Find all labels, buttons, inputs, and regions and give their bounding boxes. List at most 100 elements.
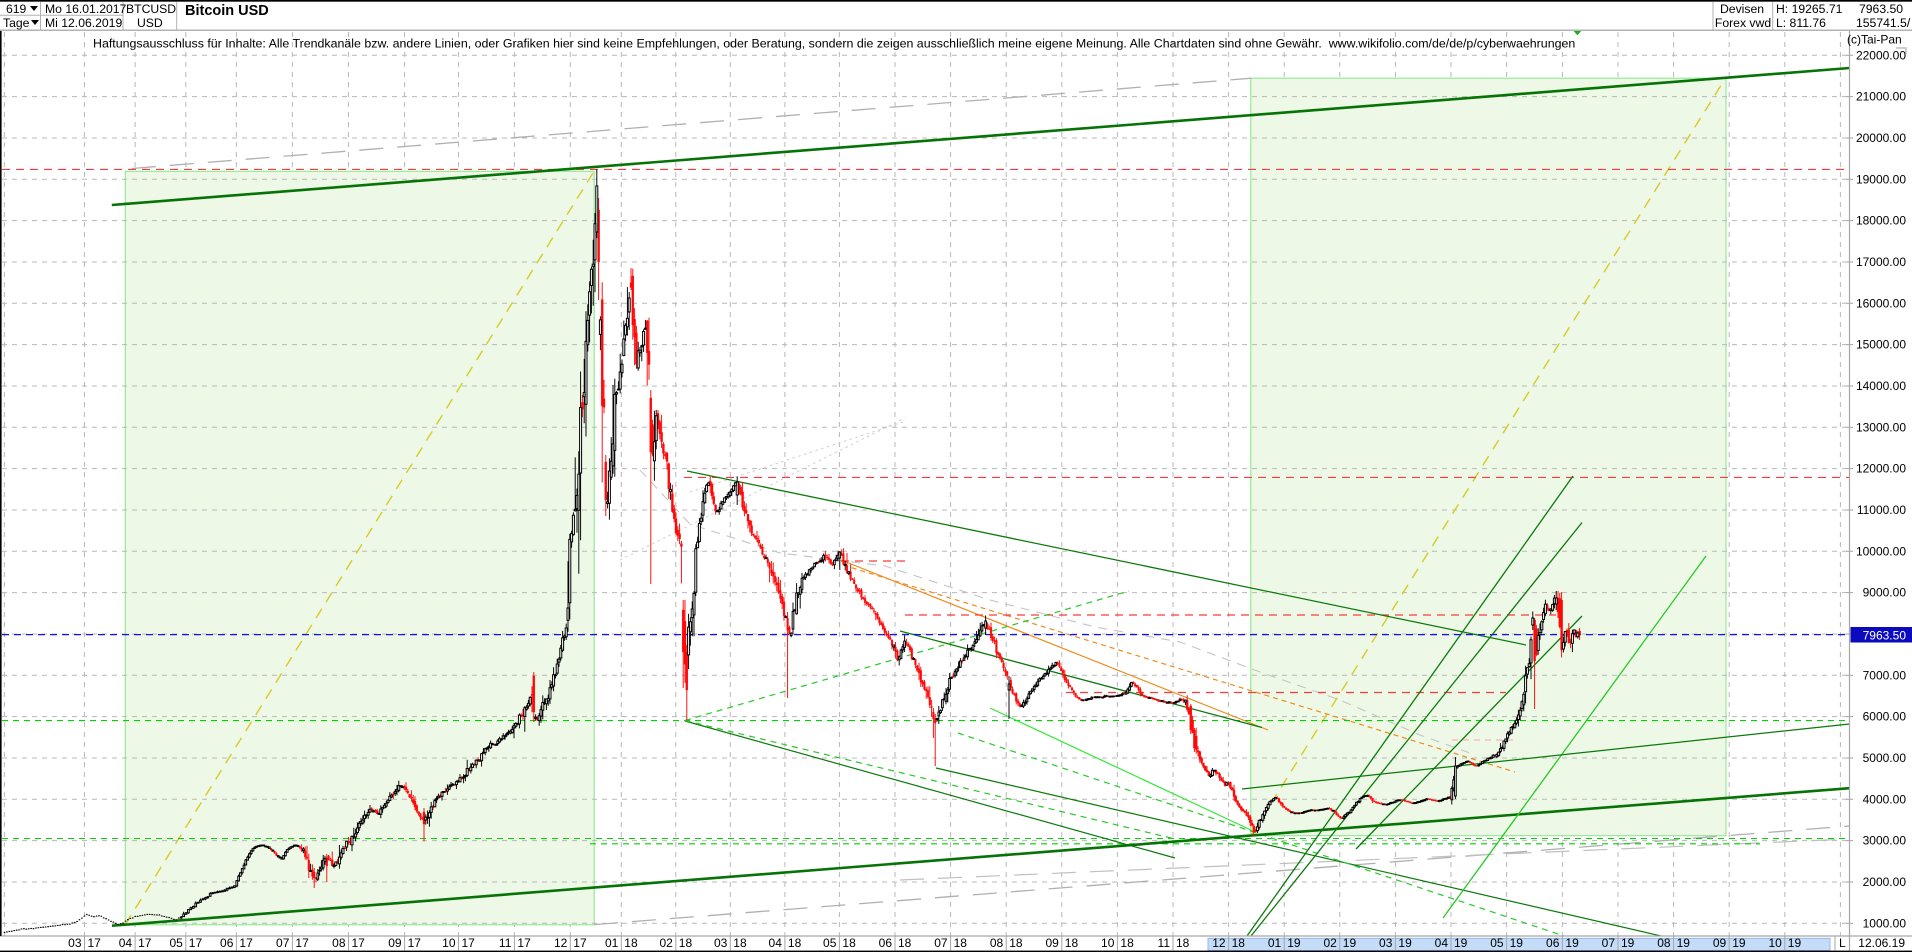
svg-text:06: 06 xyxy=(220,936,234,950)
svg-text:03: 03 xyxy=(1379,936,1393,950)
svg-text:19: 19 xyxy=(1510,936,1524,950)
svg-text:H: 19265.71: H: 19265.71 xyxy=(1776,2,1843,16)
svg-text:Mo 16.01.2017: Mo 16.01.2017 xyxy=(45,2,127,16)
svg-text:17: 17 xyxy=(462,936,476,950)
svg-text:Bitcoin USD: Bitcoin USD xyxy=(185,3,269,19)
svg-text:09: 09 xyxy=(1713,936,1727,950)
svg-text:07: 07 xyxy=(276,936,290,950)
svg-text:13000.00: 13000.00 xyxy=(1856,420,1906,434)
svg-text:BTCUSD: BTCUSD xyxy=(126,2,176,16)
svg-text:07: 07 xyxy=(934,936,948,950)
svg-text:(c)Tai-Pan: (c)Tai-Pan xyxy=(1847,33,1902,47)
svg-text:18000.00: 18000.00 xyxy=(1856,214,1906,228)
svg-text:17: 17 xyxy=(295,936,309,950)
svg-text:11: 11 xyxy=(1158,936,1171,950)
svg-text:7963.50: 7963.50 xyxy=(1859,2,1903,16)
svg-text:17: 17 xyxy=(138,936,152,950)
svg-text:01: 01 xyxy=(1268,936,1282,950)
svg-text:17: 17 xyxy=(239,936,253,950)
svg-text:19: 19 xyxy=(1287,936,1301,950)
svg-text:5000.00: 5000.00 xyxy=(1863,751,1907,765)
svg-text:Forex vwd: Forex vwd xyxy=(1715,16,1771,30)
svg-text:2000.00: 2000.00 xyxy=(1863,875,1907,889)
svg-text:19: 19 xyxy=(1343,936,1357,950)
svg-text:18: 18 xyxy=(1009,936,1023,950)
svg-text:19: 19 xyxy=(1621,936,1635,950)
svg-text:18: 18 xyxy=(624,936,638,950)
svg-text:16000.00: 16000.00 xyxy=(1856,296,1906,310)
svg-text:01: 01 xyxy=(605,936,619,950)
svg-text:Tage: Tage xyxy=(3,16,30,30)
svg-text:15000.00: 15000.00 xyxy=(1856,338,1906,352)
svg-text:18: 18 xyxy=(733,936,747,950)
svg-text:08: 08 xyxy=(990,936,1004,950)
svg-text:14000.00: 14000.00 xyxy=(1856,379,1906,393)
svg-text:19: 19 xyxy=(1565,936,1579,950)
svg-text:12: 12 xyxy=(1212,936,1226,950)
svg-text:03: 03 xyxy=(714,936,728,950)
svg-text:USD: USD xyxy=(137,16,163,30)
svg-text:9000.00: 9000.00 xyxy=(1863,586,1907,600)
svg-text:12000.00: 12000.00 xyxy=(1856,462,1906,476)
svg-text:21000.00: 21000.00 xyxy=(1856,90,1906,104)
svg-text:08: 08 xyxy=(332,936,346,950)
svg-text:04: 04 xyxy=(769,936,783,950)
svg-text:10000.00: 10000.00 xyxy=(1856,544,1906,558)
svg-text:04: 04 xyxy=(119,936,133,950)
svg-text:6000.00: 6000.00 xyxy=(1863,710,1907,724)
svg-text:07: 07 xyxy=(1602,936,1616,950)
svg-text:11: 11 xyxy=(499,936,512,950)
svg-text:22000.00: 22000.00 xyxy=(1856,48,1906,62)
svg-text:17: 17 xyxy=(573,936,587,950)
svg-text:18: 18 xyxy=(1232,936,1246,950)
svg-text:19: 19 xyxy=(1677,936,1691,950)
svg-text:17000.00: 17000.00 xyxy=(1856,255,1906,269)
svg-text:03: 03 xyxy=(68,936,82,950)
svg-text:17: 17 xyxy=(517,936,531,950)
svg-text:05: 05 xyxy=(823,936,837,950)
svg-text:19000.00: 19000.00 xyxy=(1856,172,1906,186)
svg-text:18: 18 xyxy=(1065,936,1079,950)
svg-text:10: 10 xyxy=(1101,936,1115,950)
svg-text:3000.00: 3000.00 xyxy=(1863,834,1907,848)
svg-text:06: 06 xyxy=(1546,936,1560,950)
svg-text:05: 05 xyxy=(169,936,183,950)
svg-text:4000.00: 4000.00 xyxy=(1863,792,1907,806)
svg-text:20000.00: 20000.00 xyxy=(1856,131,1906,145)
svg-text:11000.00: 11000.00 xyxy=(1857,503,1906,517)
svg-text:10: 10 xyxy=(1768,936,1782,950)
svg-text:18: 18 xyxy=(898,936,912,950)
svg-text:17: 17 xyxy=(88,936,102,950)
svg-text:09: 09 xyxy=(1045,936,1059,950)
svg-text:17: 17 xyxy=(352,936,366,950)
svg-text:L: L xyxy=(1839,936,1846,950)
svg-text:Devisen: Devisen xyxy=(1720,2,1764,16)
svg-text:12.06.19: 12.06.19 xyxy=(1858,936,1905,950)
svg-text:619: 619 xyxy=(6,2,27,16)
svg-text:1000.00: 1000.00 xyxy=(1863,916,1907,930)
svg-text:12: 12 xyxy=(554,936,568,950)
svg-text:7000.00: 7000.00 xyxy=(1863,668,1907,682)
svg-text:18: 18 xyxy=(788,936,802,950)
svg-text:L: 811.76: L: 811.76 xyxy=(1776,16,1826,30)
svg-text:Mi 12.06.2019: Mi 12.06.2019 xyxy=(45,16,122,30)
svg-text:18: 18 xyxy=(1120,936,1134,950)
svg-text:19: 19 xyxy=(1732,936,1746,950)
svg-text:18: 18 xyxy=(1176,936,1190,950)
svg-text:10: 10 xyxy=(442,936,456,950)
svg-text:18: 18 xyxy=(954,936,968,950)
svg-text:Haftungsausschluss für Inhalte: Haftungsausschluss für Inhalte: Alle Tre… xyxy=(93,37,1575,51)
svg-text:19: 19 xyxy=(1788,936,1802,950)
svg-text:02: 02 xyxy=(1323,936,1337,950)
svg-text:19: 19 xyxy=(1454,936,1468,950)
svg-text:09: 09 xyxy=(388,936,402,950)
svg-text:17: 17 xyxy=(408,936,422,950)
svg-text:05: 05 xyxy=(1490,936,1504,950)
svg-text:19: 19 xyxy=(1398,936,1412,950)
svg-text:18: 18 xyxy=(842,936,856,950)
svg-text:7963.50: 7963.50 xyxy=(1863,629,1907,643)
svg-text:06: 06 xyxy=(879,936,893,950)
svg-text:08: 08 xyxy=(1657,936,1671,950)
svg-text:17: 17 xyxy=(189,936,203,950)
svg-text:155741.5/: 155741.5/ xyxy=(1856,16,1911,30)
